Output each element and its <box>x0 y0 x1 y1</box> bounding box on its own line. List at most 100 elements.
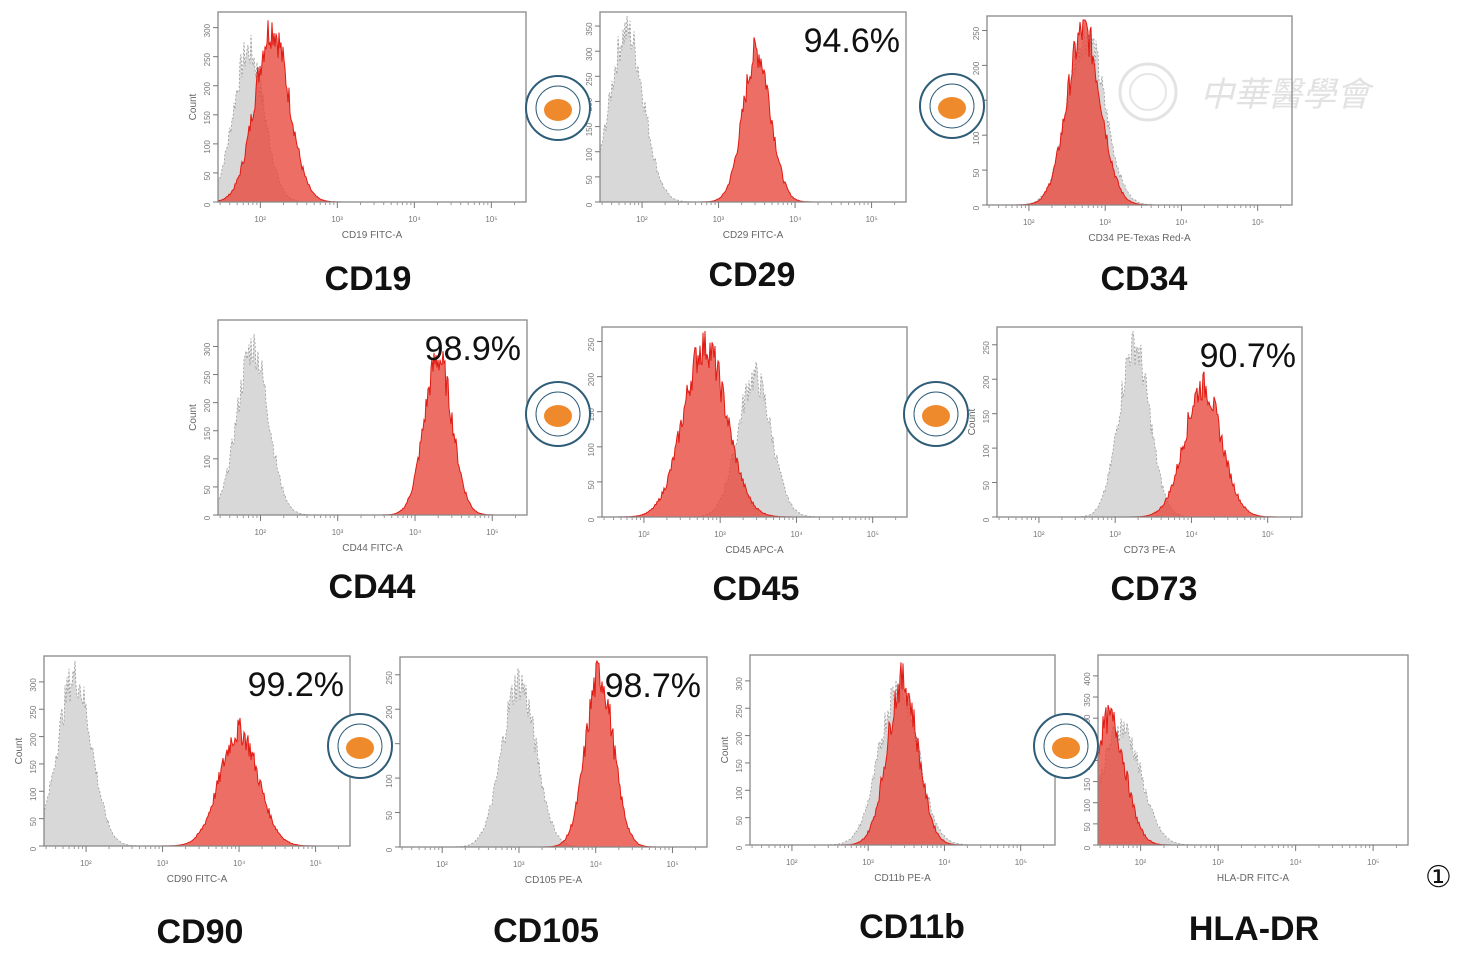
seal-inner-ring <box>535 85 581 131</box>
y-tick-label: 300 <box>203 342 212 356</box>
histogram-panel-cd29: 10²10³10⁴10⁵050100150200250300350CD29 FI… <box>585 11 907 294</box>
plot-frame <box>996 326 1303 518</box>
seal-inner-ring <box>929 83 975 129</box>
x-tick-label: 10⁴ <box>790 530 803 539</box>
y-tick-label: 250 <box>735 704 744 718</box>
x-axis-label: CD73 PE-A <box>1124 545 1176 556</box>
histogram-panel-cd34: 10²10³10⁴10⁵050100150200250CD34 PE-Texas… <box>972 15 1293 298</box>
y-tick-label: 300 <box>1083 714 1092 728</box>
marker-label: HLA-DR <box>1189 910 1319 948</box>
y-tick-label: 50 <box>203 171 212 180</box>
y-tick-label: 50 <box>585 175 594 184</box>
y-tick-label: 100 <box>385 774 394 788</box>
x-tick-label: 10² <box>1135 858 1147 867</box>
x-tick-label: 10⁵ <box>1015 858 1027 867</box>
y-tick-label: 150 <box>585 122 594 136</box>
x-tick-label: 10² <box>254 215 266 224</box>
histogram-panel-cd73: 10² 10³ 10⁴ 10⁵ 0 50 100 150 200 250 CD73 PE-A Coun… <box>967 326 1303 608</box>
y-tick-label: 100 <box>735 786 744 800</box>
y-tick-label: 150 <box>29 760 38 774</box>
positive-percentage: 98.7% <box>605 667 701 705</box>
y-axis-label: Count <box>720 736 731 763</box>
association-seal-icon <box>919 73 985 139</box>
x-tick-label: 10³ <box>1099 218 1111 227</box>
seal-map-shape <box>922 405 950 427</box>
x-tick-label: 10³ <box>862 858 874 867</box>
y-tick-label: 350 <box>585 22 594 36</box>
x-tick-label: 10³ <box>1109 530 1121 539</box>
y-tick-label: 200 <box>735 731 744 745</box>
x-tick-label: 10⁴ <box>408 215 421 224</box>
x-tick-label: 10³ <box>157 859 169 868</box>
x-axis-label: CD34 PE-Texas Red-A <box>1088 233 1191 244</box>
y-tick-label: 50 <box>982 481 991 490</box>
sample-histogram-cd19 <box>217 20 526 203</box>
x-tick-label: 10² <box>254 528 266 537</box>
y-tick-label: 0 <box>203 515 212 520</box>
y-tick-label: 350 <box>1083 693 1092 707</box>
seal-map-shape <box>544 99 572 121</box>
y-tick-label: 50 <box>972 168 981 177</box>
isotype-histogram-cd34 <box>987 25 1292 206</box>
y-tick-label: 300 <box>735 677 744 691</box>
isotype-histogram-cd45 <box>602 361 907 518</box>
y-tick-label: 250 <box>29 705 38 719</box>
y-tick-label: 50 <box>203 485 212 494</box>
y-tick-label: 50 <box>735 816 744 825</box>
marker-label: CD73 <box>1111 570 1198 608</box>
x-tick-label: 10⁴ <box>938 858 951 867</box>
positive-percentage: 90.7% <box>1200 337 1296 375</box>
seal-inner-ring <box>337 723 383 769</box>
x-tick-label: 10⁴ <box>409 528 422 537</box>
histogram-panel-cd90: 10² 10³ 10⁴ 10⁵ 0 50 100 150 200 250 300 CD90 FITC-… <box>14 655 351 951</box>
y-tick-label: 100 <box>982 444 991 458</box>
x-tick-label: 10² <box>636 215 648 224</box>
y-tick-label: 100 <box>29 787 38 801</box>
positive-percentage: 99.2% <box>248 666 344 704</box>
histogram-panel-cd19: 10² 10³ 10⁴ 10⁵ 0 50 100 150 200 250 300 CD19 FITC-… <box>188 11 527 298</box>
x-tick-label: 10⁵ <box>1252 218 1264 227</box>
plot-frame <box>986 15 1293 206</box>
histogram-panel-cd44: 10² 10³ 10⁴ 10⁵ 0 50 100 150 200 250 300 CD44 FITC-… <box>188 319 528 606</box>
marker-label: CD90 <box>157 913 244 951</box>
association-seal-icon <box>525 75 591 141</box>
x-tick-label: 10³ <box>713 215 725 224</box>
y-axis-label: Count <box>188 404 199 431</box>
x-tick-label: 10⁵ <box>1367 858 1379 867</box>
x-tick-label: 10⁵ <box>485 215 497 224</box>
x-tick-label: 10⁴ <box>590 860 603 869</box>
y-tick-label: 150 <box>735 759 744 773</box>
x-tick-label: 10⁴ <box>1290 858 1303 867</box>
x-tick-label: 10⁵ <box>666 860 678 869</box>
x-tick-label: 10² <box>1023 218 1035 227</box>
y-tick-label: 200 <box>587 372 596 386</box>
x-tick-label: 10² <box>1033 530 1045 539</box>
histogram-panel-cd45: 10² 10³ 10⁴ 10⁵ 0 50 100 150 200 250 CD45 APC-A CD4… <box>587 326 908 608</box>
x-axis-label: CD19 FITC-A <box>342 230 403 241</box>
x-axis-label: HLA-DR FITC-A <box>1217 873 1290 884</box>
y-tick-label: 0 <box>587 517 596 522</box>
x-tick-label: 10⁵ <box>310 859 322 868</box>
x-tick-label: 10³ <box>513 860 525 869</box>
y-tick-label: 50 <box>1083 822 1092 831</box>
y-axis-label: Count <box>188 93 199 120</box>
y-tick-label: 200 <box>203 82 212 96</box>
y-tick-label: 50 <box>29 817 38 826</box>
marker-label: CD19 <box>325 260 412 298</box>
y-tick-label: 50 <box>587 480 596 489</box>
y-tick-label: 200 <box>203 398 212 412</box>
seal-inner-ring <box>535 391 581 437</box>
association-seal-icon <box>903 381 969 447</box>
marker-label: CD11b <box>859 908 965 946</box>
y-tick-label: 100 <box>585 148 594 162</box>
y-tick-label: 150 <box>982 409 991 423</box>
y-tick-label: 0 <box>972 205 981 210</box>
marker-label: CD29 <box>709 256 796 294</box>
y-tick-label: 250 <box>587 337 596 351</box>
seal-inner-ring <box>913 391 959 437</box>
y-tick-label: 200 <box>385 705 394 719</box>
x-tick-label: 10³ <box>331 215 343 224</box>
figure-label: ① <box>1425 860 1452 895</box>
x-axis-label: CD44 FITC-A <box>342 543 403 554</box>
marker-label: CD34 <box>1101 260 1188 298</box>
